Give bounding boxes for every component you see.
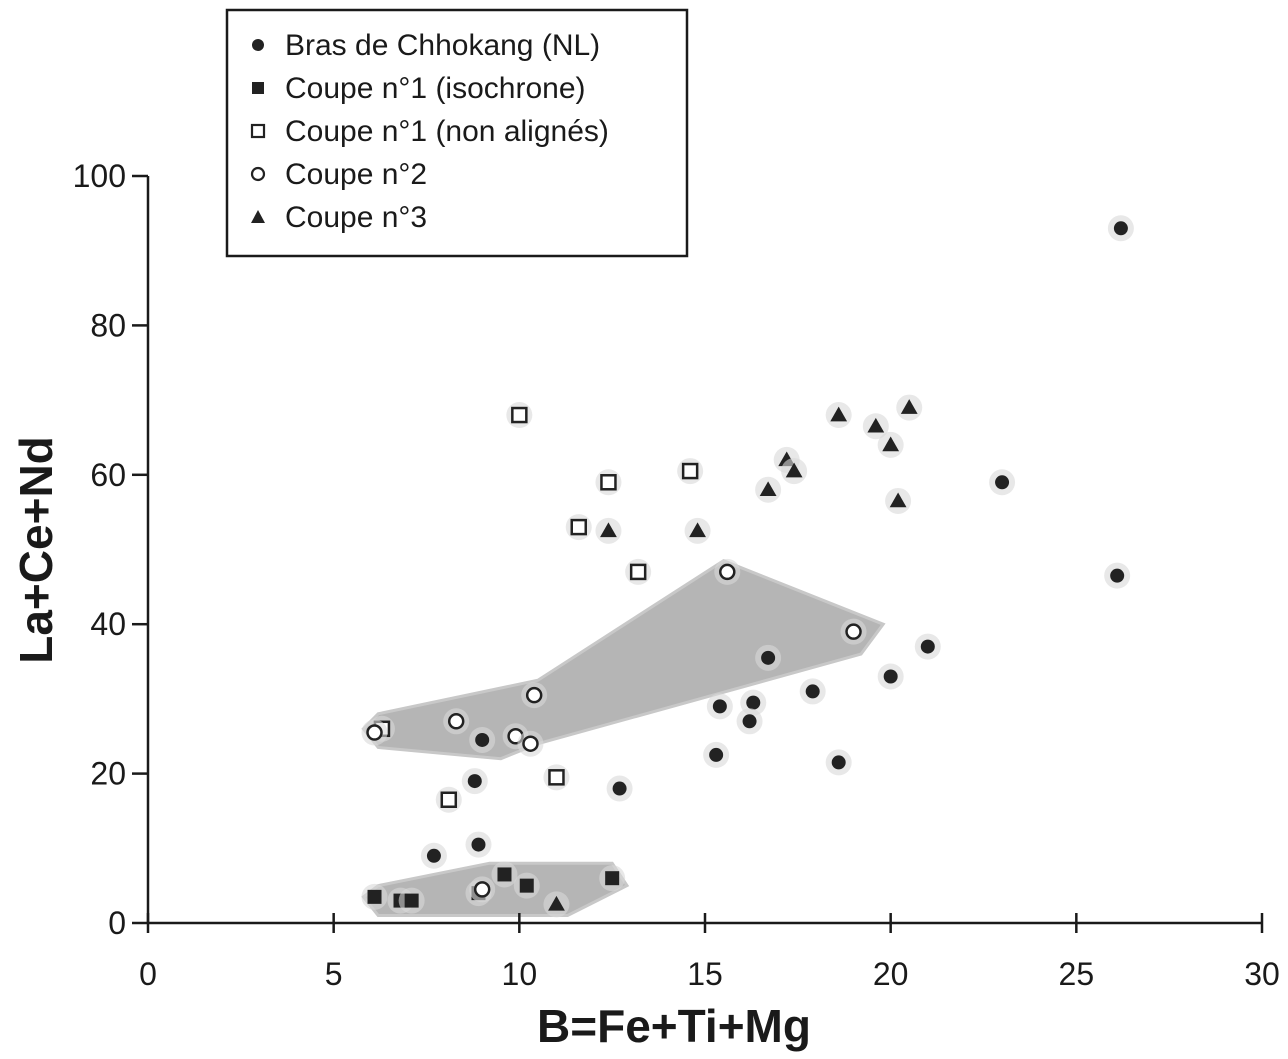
data-point (805, 684, 820, 699)
y-tick-label: 80 (90, 307, 126, 343)
series-1 (420, 215, 1134, 869)
data-point (367, 889, 382, 904)
data-point (570, 518, 587, 536)
data-point (548, 895, 565, 911)
legend-label: Coupe n°2 (285, 158, 427, 191)
legend-marker (251, 210, 265, 223)
data-point (709, 747, 724, 762)
data-point (830, 406, 848, 422)
data-point (746, 695, 761, 710)
data-point (440, 791, 458, 808)
data-point (1113, 221, 1128, 236)
data-point (475, 732, 490, 747)
data-point (719, 563, 736, 581)
x-tick-label: 25 (1059, 956, 1095, 992)
y-tick-label: 40 (90, 606, 126, 642)
data-point (785, 462, 803, 478)
axes: 0 5 10 15 20 25 30 0 20 40 60 80 100 (73, 158, 1280, 992)
shaded-region-1 (361, 559, 886, 761)
data-point (889, 492, 907, 508)
data-point (600, 522, 617, 538)
legend-label: Coupe n°1 (isochrone) (285, 72, 586, 105)
data-point (712, 699, 727, 714)
data-point (1110, 568, 1125, 583)
data-point (900, 399, 918, 414)
x-tick-label: 15 (687, 956, 723, 992)
data-point (467, 774, 482, 789)
data-point (519, 878, 534, 893)
x-tick-label: 30 (1244, 956, 1280, 992)
data-point (473, 881, 491, 898)
series-4 (361, 558, 867, 903)
data-point (920, 639, 935, 654)
legend-marker (250, 166, 266, 182)
legend-marker (252, 82, 264, 94)
y-tick-label: 60 (90, 457, 126, 493)
y-tick-label: 20 (90, 756, 126, 792)
data-point (600, 474, 617, 491)
x-axis-label: B=Fe+Ti+Mg (537, 1000, 811, 1052)
data-point (883, 669, 898, 684)
y-axis-label: La+Ce+Nd (10, 436, 62, 664)
data-point (447, 713, 465, 730)
legend-item: Coupe n°2 (250, 158, 427, 191)
data-point (689, 522, 706, 538)
legend-box (225, 8, 689, 258)
data-point (629, 563, 647, 581)
data-point (845, 623, 862, 640)
data-point (882, 436, 900, 452)
x-tick-label: 0 (139, 956, 157, 992)
data-point (681, 462, 699, 480)
data-point (525, 686, 543, 704)
legend-label: Coupe n°3 (285, 201, 427, 234)
data-point (366, 724, 383, 741)
legend-item: Coupe n°1 (isochrone) (252, 72, 586, 105)
legend-marker (250, 123, 266, 139)
x-tick-label: 5 (325, 956, 343, 992)
legend-marker (252, 39, 264, 51)
data-point (761, 650, 776, 665)
legend-item: Bras de Chhokang (NL) (252, 29, 600, 62)
data-point (867, 417, 885, 433)
legend-label: Bras de Chhokang (NL) (285, 29, 600, 62)
data-point (497, 867, 512, 882)
data-point (612, 781, 627, 796)
data-points (361, 215, 1134, 918)
x-tick-label: 10 (502, 956, 538, 992)
data-point (995, 475, 1010, 490)
data-point (522, 735, 539, 752)
data-point (548, 769, 565, 786)
legend-label: Coupe n°1 (non alignés) (285, 115, 609, 148)
data-point (404, 893, 419, 908)
legend-item: Coupe n°1 (non alignés) (250, 115, 609, 148)
data-point (471, 837, 486, 852)
data-point (426, 848, 441, 863)
data-point (742, 714, 757, 729)
data-point (511, 406, 528, 424)
y-tick-label: 100 (73, 158, 126, 194)
x-tick-label: 20 (873, 956, 909, 992)
y-tick-label: 0 (108, 905, 126, 941)
legend: Bras de Chhokang (NL) Coupe n°1 (isochron… (225, 8, 689, 258)
series-5 (543, 394, 923, 918)
data-point (759, 481, 777, 497)
data-point (831, 755, 846, 770)
data-point (605, 871, 620, 886)
legend-item: Coupe n°3 (251, 201, 427, 234)
